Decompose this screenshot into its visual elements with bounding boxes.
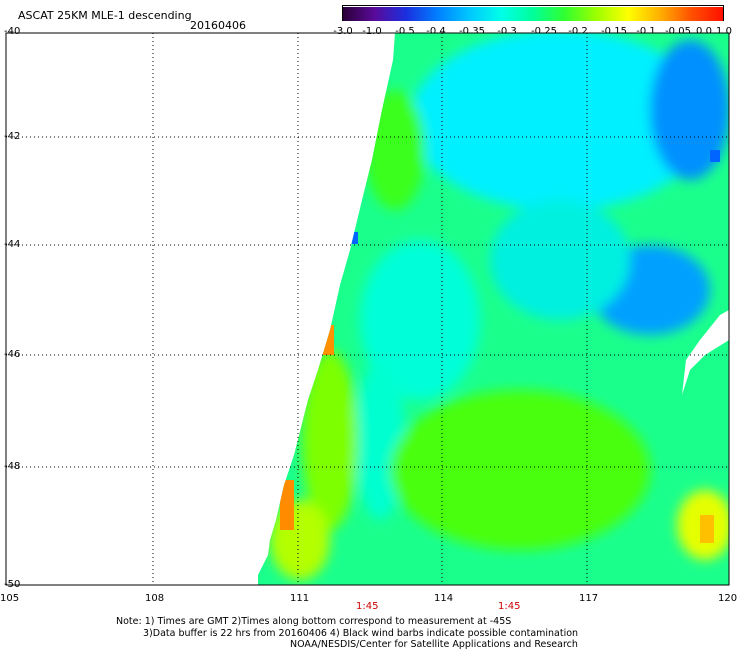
colorbar-tick-labels: -3.0 -1.0 -0.5 -0.4 -0.35 -0.3 -0.25 -0.… — [330, 26, 736, 38]
colorbar-tick: -3.0 — [333, 26, 353, 37]
map-frame — [5, 32, 730, 586]
lat-label: -40 — [4, 26, 21, 37]
note-line-3: NOAA/NESDIS/Center for Satellite Applica… — [290, 639, 578, 650]
colorbar-tick: 0.0 — [696, 26, 712, 37]
lat-label: -50 — [4, 579, 21, 590]
lon-label: 111 — [290, 593, 310, 604]
note-line-2: 3)Data buffer is 22 hrs from 20160406 4)… — [143, 628, 579, 639]
colorbar-tick: -0.3 — [497, 26, 517, 37]
lat-label: -46 — [4, 349, 21, 360]
colorbar-tick: -0.05 — [665, 26, 691, 37]
lon-label: 117 — [579, 593, 599, 604]
lat-label: -42 — [4, 131, 21, 142]
colorbar-tick: -0.1 — [636, 26, 656, 37]
colorbar-tick: -0.2 — [568, 26, 588, 37]
wind-swath — [258, 33, 729, 585]
colorbar-tick: 1.0 — [716, 26, 732, 37]
colorbar-gradient — [343, 7, 723, 21]
colorbar-tick: -0.4 — [426, 26, 446, 37]
colorbar-tick: -0.25 — [531, 26, 557, 37]
lon-label: 120 — [718, 593, 738, 604]
colorbar-tick: -1.0 — [362, 26, 382, 37]
product-title: ASCAT 25KM MLE-1 descending — [18, 9, 192, 22]
colorbar-tick: -0.5 — [395, 26, 415, 37]
product-date: 20160406 — [190, 19, 246, 32]
lon-label: 105 — [0, 593, 20, 604]
note-line-1: Note: 1) Times are GMT 2)Times along bot… — [116, 616, 512, 627]
colorbar-tick: -0.35 — [459, 26, 485, 37]
graticule — [6, 33, 729, 585]
lon-label: 108 — [145, 593, 165, 604]
colorbar-tick: -0.15 — [601, 26, 627, 37]
lat-label: -44 — [4, 239, 21, 250]
colorbar — [342, 5, 724, 21]
data-gap — [682, 310, 729, 395]
colorbar-fill — [343, 7, 723, 21]
wind-map — [5, 32, 730, 586]
time-label: 1:45 — [498, 601, 521, 612]
lon-label: 114 — [434, 593, 454, 604]
time-label: 1:45 — [356, 601, 379, 612]
lat-label: -48 — [4, 461, 21, 472]
